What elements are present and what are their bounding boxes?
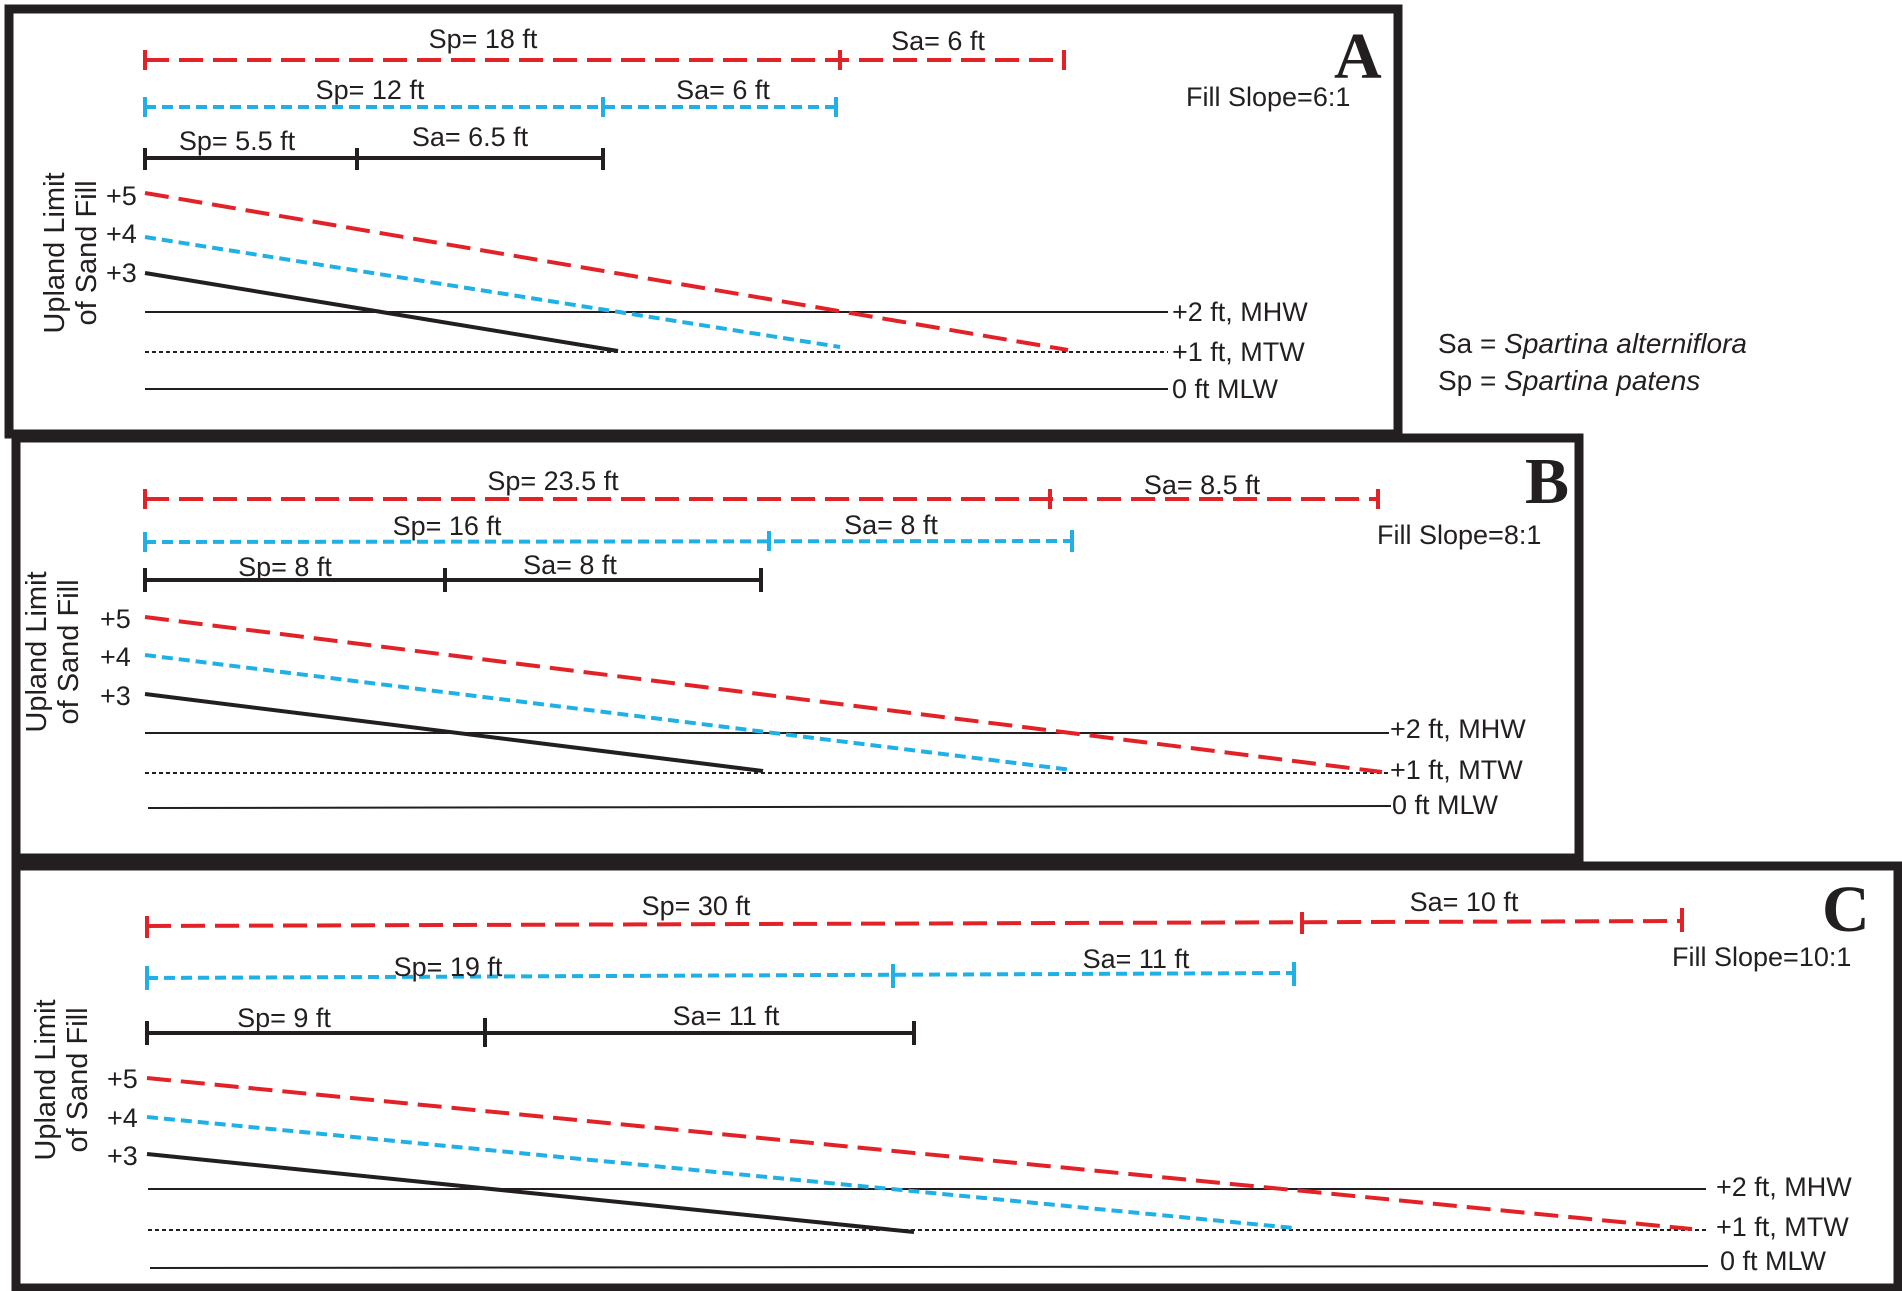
legend-sp-abbr: Sp = [1438, 365, 1504, 396]
elevation-tick-plus5: +5 [100, 604, 131, 634]
mhw-label: +2 ft, MHW [1716, 1172, 1852, 1202]
mlw-label: 0 ft MLW [1392, 790, 1499, 820]
elevation-tick-plus4: +4 [100, 642, 131, 672]
mtw-label: +1 ft, MTW [1172, 337, 1305, 367]
legend-sa-abbr: Sa = [1438, 328, 1504, 359]
fill-slope-label: Fill Slope=8:1 [1377, 520, 1541, 550]
fill-slope-label: Fill Slope=10:1 [1672, 942, 1851, 972]
panel-b-frame [11, 433, 1584, 863]
red-sa-width-label: Sa= 8.5 ft [1144, 470, 1261, 500]
black-fill-slope [146, 1152, 915, 1234]
mhw-label: +2 ft, MHW [1172, 297, 1308, 327]
black-fill-slope [144, 692, 764, 773]
black-sp-width-label: Sp= 9 ft [237, 1003, 331, 1033]
black-sa-width-label: Sa= 11 ft [673, 1001, 780, 1031]
elevation-tick-plus5: +5 [107, 1064, 138, 1094]
black-fill-slope [144, 271, 619, 353]
black-sp-width-label: Sp= 8 ft [238, 552, 332, 582]
red-width-bar [146, 919, 1683, 928]
y-axis-label: Upland Limit of Sand Fill [30, 999, 94, 1160]
elevation-tick-plus3: +3 [107, 1141, 138, 1171]
mlw-label: 0 ft MLW [1172, 374, 1279, 404]
elevation-tick-plus4: +4 [107, 1103, 138, 1133]
mlw-label: 0 ft MLW [1720, 1246, 1827, 1276]
y-axis-label-line2: of Sand Fill [71, 180, 103, 325]
mhw-label: +2 ft, MHW [1390, 714, 1526, 744]
mtw-label: +1 ft, MTW [1390, 755, 1523, 785]
blue-sa-width-label: Sa= 11 ft [1083, 944, 1190, 974]
elevation-tick-plus5: +5 [106, 181, 137, 211]
fill-slope-label: Fill Slope=6:1 [1186, 82, 1350, 112]
blue-width-bar [146, 971, 1295, 980]
red-fill-slope [144, 615, 1383, 774]
blue-sa-width-label: Sa= 6 ft [676, 75, 770, 105]
legend-sp-name: Spartina patens [1504, 365, 1700, 396]
panel-letter: B [1525, 445, 1569, 518]
blue-sa-width-label: Sa= 8 ft [844, 510, 938, 540]
red-sp-width-label: Sp= 18 ft [429, 24, 538, 54]
panel-letter: C [1822, 873, 1870, 946]
panel-c-frame [11, 861, 1902, 1291]
mlw-line [147, 805, 1392, 809]
y-axis-label-line1: Upland Limit [30, 999, 62, 1160]
panel-letter: A [1334, 20, 1382, 93]
blue-fill-slope [144, 235, 841, 349]
panel-a-frame [4, 4, 1403, 439]
blue-fill-slope [146, 1115, 1295, 1230]
panel-b: B Fill Slope=8:1 Upland Limit of Sand Fi… [21, 445, 1569, 820]
red-sp-width-label: Sp= 30 ft [642, 891, 751, 921]
red-sa-width-label: Sa= 6 ft [891, 26, 985, 56]
black-sp-width-label: Sp= 5.5 ft [179, 126, 296, 156]
red-fill-slope [144, 191, 1069, 352]
panel-a: A Fill Slope=6:1 Upland Limit of Sand Fi… [39, 20, 1382, 404]
y-axis-label: Upland Limit of Sand Fill [21, 571, 85, 732]
blue-sp-width-label: Sp= 19 ft [394, 952, 503, 982]
legend-sa-name: Spartina alterniflora [1504, 328, 1747, 359]
blue-sp-width-label: Sp= 16 ft [393, 511, 502, 541]
elevation-tick-plus4: +4 [106, 219, 137, 249]
mlw-line [149, 1265, 1709, 1269]
y-axis-label-line2: of Sand Fill [53, 579, 85, 724]
red-fill-slope [146, 1076, 1693, 1231]
blue-width-bar [144, 539, 1073, 544]
panel-c: C Fill Slope=10:1 Upland Limit of Sand F… [30, 873, 1870, 1276]
red-sp-width-label: Sp= 23.5 ft [487, 466, 619, 496]
elevation-tick-plus3: +3 [106, 258, 137, 288]
y-axis-label-line1: Upland Limit [39, 172, 71, 333]
legend-sp: Sp = Spartina patens [1438, 365, 1700, 396]
elevation-tick-plus3: +3 [100, 681, 131, 711]
red-sa-width-label: Sa= 10 ft [1410, 887, 1519, 917]
blue-sp-width-label: Sp= 12 ft [316, 75, 425, 105]
y-axis-label: Upland Limit of Sand Fill [39, 172, 103, 333]
black-sa-width-label: Sa= 6.5 ft [412, 122, 529, 152]
mtw-label: +1 ft, MTW [1716, 1212, 1849, 1242]
black-sa-width-label: Sa= 8 ft [523, 550, 617, 580]
y-axis-label-line2: of Sand Fill [62, 1007, 94, 1152]
species-legend: Sa = Spartina alterniflora Sp = Spartina… [1438, 328, 1747, 396]
legend-sa: Sa = Spartina alterniflora [1438, 328, 1747, 359]
y-axis-label-line1: Upland Limit [21, 571, 53, 732]
blue-fill-slope [144, 653, 1073, 772]
